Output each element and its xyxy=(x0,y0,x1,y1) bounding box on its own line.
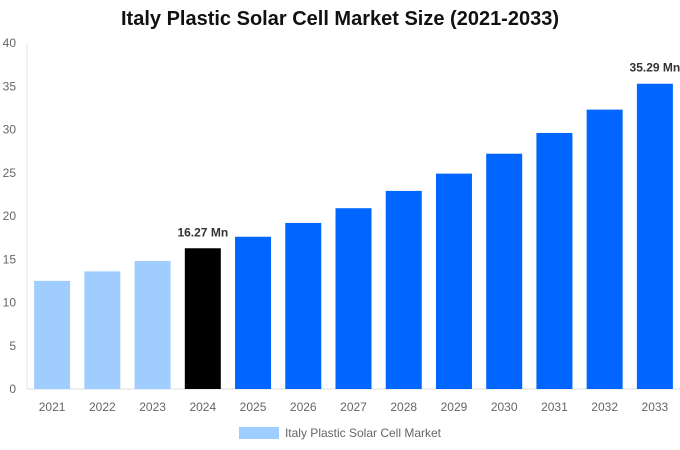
x-tick-label: 2023 xyxy=(139,400,166,414)
x-tick-label: 2024 xyxy=(189,400,216,414)
bar-2028 xyxy=(385,190,422,389)
bar-2029 xyxy=(435,173,472,389)
y-tick-label: 5 xyxy=(9,339,16,353)
x-tick-label: 2025 xyxy=(240,400,267,414)
legend-swatch xyxy=(238,427,279,439)
x-tick-label: 2027 xyxy=(340,400,367,414)
bar-2032 xyxy=(586,109,623,389)
y-tick-label: 30 xyxy=(3,123,17,137)
x-tick-label: 2031 xyxy=(541,400,568,414)
y-tick-label: 0 xyxy=(9,382,16,396)
bar-2024 xyxy=(184,248,221,389)
y-tick-label: 40 xyxy=(3,36,17,50)
bar-2031 xyxy=(536,132,573,389)
bar-2033 xyxy=(636,83,673,389)
y-tick-label: 20 xyxy=(3,209,17,223)
y-tick-label: 25 xyxy=(3,166,17,180)
x-tick-label: 2032 xyxy=(591,400,618,414)
data-label: 16.27 Mn xyxy=(177,225,228,239)
data-label: 35.29 Mn xyxy=(630,61,680,75)
bar-2025 xyxy=(235,236,272,389)
bar-2030 xyxy=(486,153,523,389)
y-tick-label: 10 xyxy=(3,296,17,310)
x-tick-label: 2033 xyxy=(642,400,669,414)
bar-2021 xyxy=(34,280,71,389)
legend: Italy Plastic Solar Cell Market xyxy=(0,426,680,440)
x-tick-label: 2028 xyxy=(390,400,417,414)
x-tick-label: 2030 xyxy=(491,400,518,414)
bar-2027 xyxy=(335,208,372,389)
chart-title: Italy Plastic Solar Cell Market Size (20… xyxy=(121,8,559,30)
legend-label: Italy Plastic Solar Cell Market xyxy=(284,426,442,440)
y-tick-label: 15 xyxy=(3,252,17,266)
y-tick-label: 35 xyxy=(3,79,17,93)
x-tick-label: 2022 xyxy=(89,400,116,414)
bar-2023 xyxy=(134,260,171,389)
bar-2026 xyxy=(285,222,322,389)
x-tick-label: 2021 xyxy=(39,400,66,414)
x-tick-label: 2026 xyxy=(290,400,317,414)
bar-2022 xyxy=(84,271,121,389)
x-tick-label: 2029 xyxy=(441,400,468,414)
